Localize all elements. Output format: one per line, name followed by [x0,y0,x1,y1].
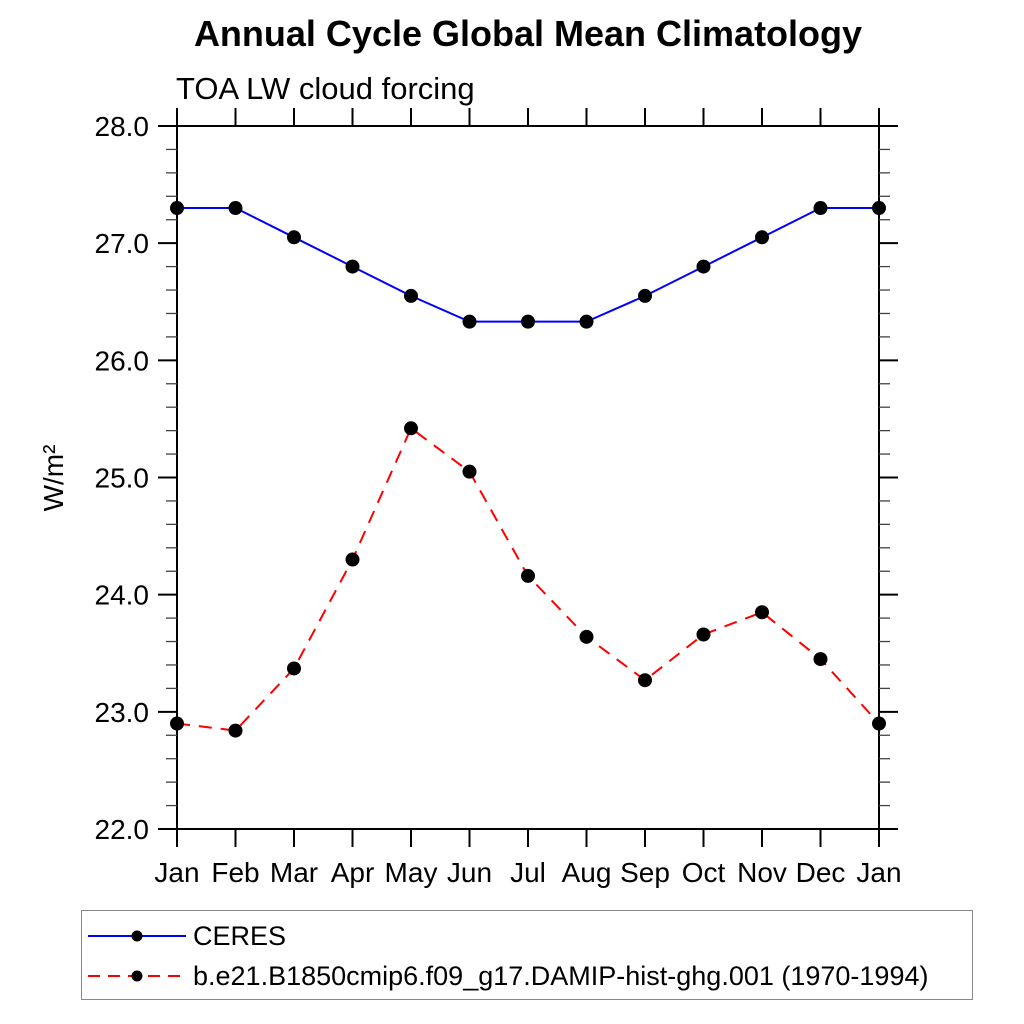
x-tick-label: Jun [447,857,492,888]
x-tick-label: Jan [856,857,901,888]
y-tick-label: 28.0 [95,111,150,142]
y-tick-label: 24.0 [95,580,150,611]
chart-title: Annual Cycle Global Mean Climatology [194,13,862,54]
x-tick-label: Apr [331,857,375,888]
x-tick-label: Mar [270,857,318,888]
y-tick-label: 23.0 [95,697,150,728]
x-tick-label: Dec [796,857,846,888]
x-tick-label: Jan [154,857,199,888]
model-line-sample-icon [88,970,186,982]
x-tick-label: Nov [737,857,787,888]
y-axis-label: W/m² [38,445,69,512]
legend-label-model: b.e21.B1850cmip6.f09_g17.DAMIP-hist-ghg.… [193,960,929,991]
ceres-line-sample-icon [88,930,186,942]
y-tick-label: 26.0 [95,345,150,376]
data-series [170,201,886,738]
legend-label-ceres: CERES [193,920,287,951]
chart-subtitle: TOA LW cloud forcing [176,71,475,106]
x-tick-label: Oct [682,857,726,888]
x-tick-label: Sep [620,857,670,888]
x-tick-label: May [385,857,438,888]
legend-box: CERES b.e21.B1850cmip6.f09_g17.DAMIP-his… [81,910,973,1000]
x-tick-label: Feb [211,857,259,888]
x-tick-label: Aug [562,857,612,888]
chart-plot: Annual Cycle Global Mean Climatology TOA… [38,13,902,888]
axes: Jan Feb Mar Apr May Jun Jul Aug Sep Oct Nov Dec Jan2… [95,108,902,888]
legend-row-model: b.e21.B1850cmip6.f09_g17.DAMIP-hist-ghg.… [85,961,928,991]
y-tick-label: 22.0 [95,814,150,845]
x-tick-label: Jul [510,857,546,888]
y-tick-label: 25.0 [95,463,150,494]
legend-row-ceres: CERES [85,921,286,951]
y-tick-label: 27.0 [95,228,150,259]
